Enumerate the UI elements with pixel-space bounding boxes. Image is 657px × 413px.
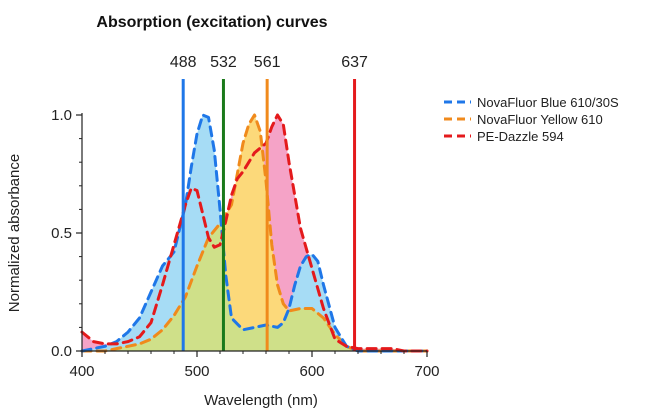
legend-label-1: NovaFluor Yellow 610	[477, 112, 603, 127]
x-tick-label-500: 500	[184, 363, 209, 380]
laser-label-637: 637	[341, 54, 368, 71]
area-fills	[82, 115, 427, 351]
area-fill-novafluor-blue-610-30s	[82, 115, 427, 351]
legend-label-0: NovaFluor Blue 610/30S	[477, 95, 619, 110]
laser-lines: 488 532 561 637	[170, 54, 368, 351]
y-tick-label-1.0: 1.0	[51, 107, 72, 124]
y-axis-label: Normalized absorbance	[6, 154, 23, 312]
y-tick-label-0.0: 0.0	[51, 343, 72, 360]
series-line-pe-dazzle-594	[80, 113, 429, 353]
laser-label-532: 532	[210, 54, 237, 71]
x-tick-label-400: 400	[69, 363, 94, 380]
x-tick-label-700: 700	[414, 363, 439, 380]
legend: NovaFluor Blue 610/30S NovaFluor Yellow 6…	[444, 95, 619, 144]
laser-label-561: 561	[254, 54, 281, 71]
x-tick-label-600: 600	[299, 363, 324, 380]
x-axis-label: Wavelength (nm)	[204, 392, 318, 409]
chart-title: Absorption (excitation) curves	[96, 14, 327, 31]
series-line-novafluor-yellow-610	[80, 113, 429, 353]
laser-label-488: 488	[170, 54, 197, 71]
area-fill-novafluor-yellow-610	[82, 115, 427, 351]
y-tick-label-0.5: 0.5	[51, 225, 72, 242]
legend-label-2: PE-Dazzle 594	[477, 129, 564, 144]
axes: 400 500 600 700 0.0 0.5 1.0	[51, 107, 439, 380]
